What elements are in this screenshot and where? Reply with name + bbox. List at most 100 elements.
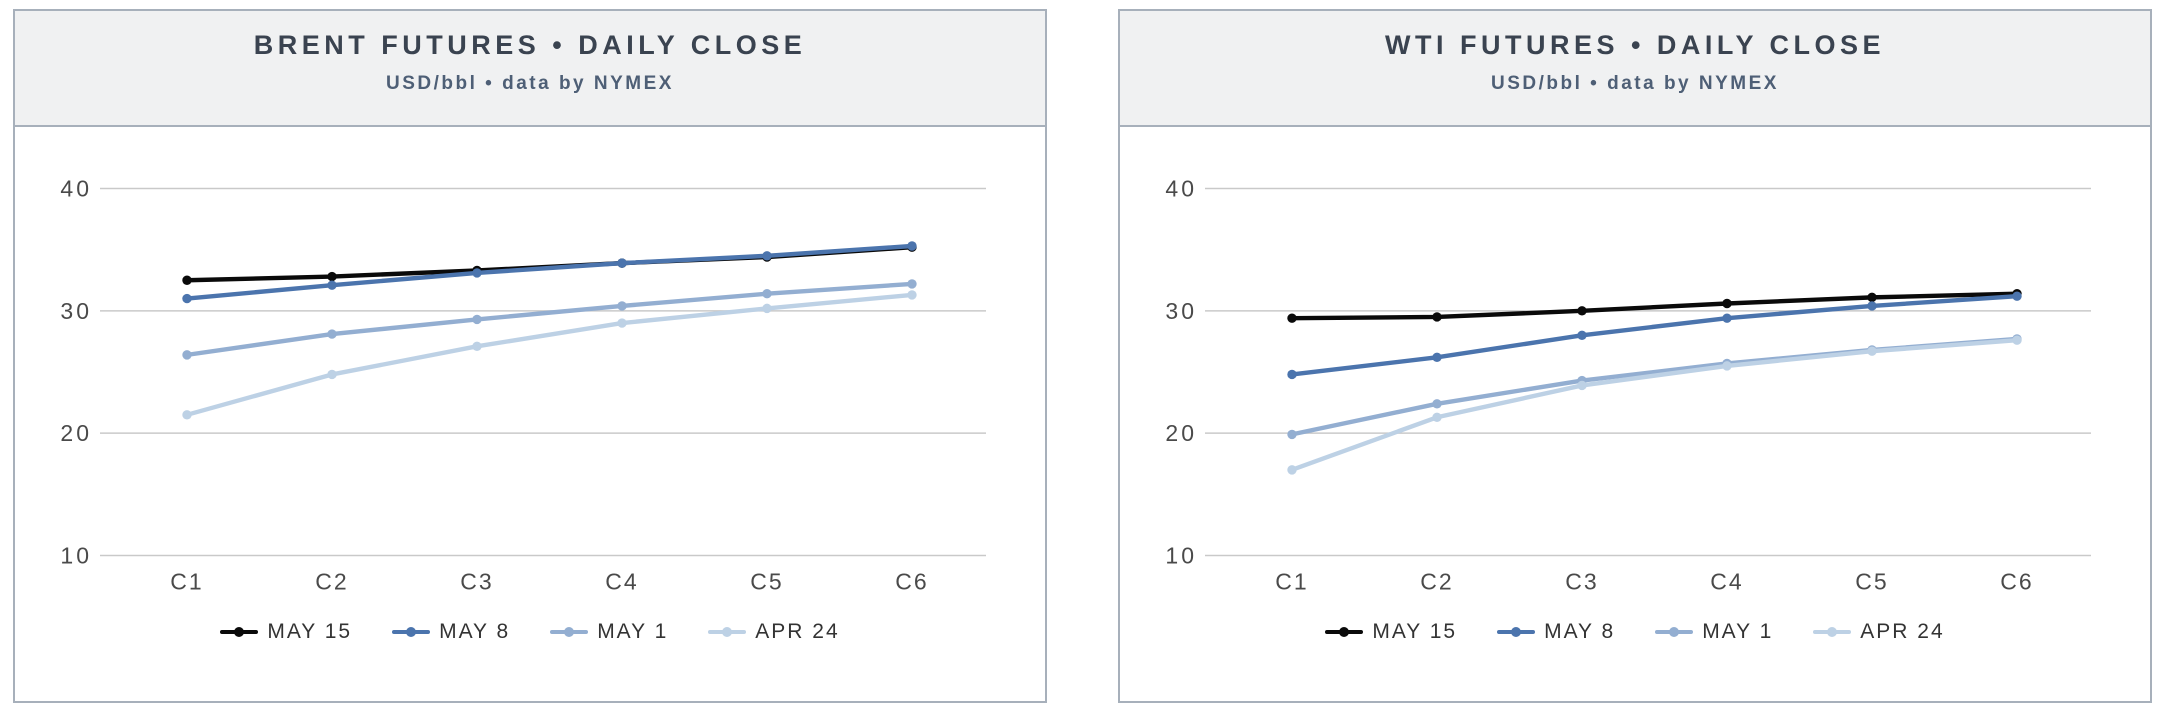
data-point-may-8-c5 — [762, 251, 772, 261]
data-point-may-8-c2 — [1432, 352, 1442, 363]
legend-label: MAY 8 — [439, 620, 511, 643]
data-point-may-15-c1 — [1287, 313, 1297, 323]
data-point-apr-24-c3 — [472, 341, 482, 352]
plot-area: 40 30 20 10 C1 C2 C3 C4 C5 C6 MAY 15 MAY 8 MAY 1 APR… — [1120, 127, 2150, 701]
data-point-may-15-c5 — [1867, 292, 1877, 303]
wti-chart-panel: WTI FUTURES • DAILY CLOSE USD/bbl • data… — [1118, 9, 2152, 703]
legend-label: MAY 8 — [1544, 620, 1616, 643]
series-line-may-1 — [1289, 336, 2020, 437]
legend-item-apr-24: APR 24 — [708, 620, 839, 644]
data-point-may-15-c1 — [182, 275, 192, 285]
series-line-apr-24 — [184, 292, 915, 418]
data-point-apr-24-c4 — [617, 318, 627, 328]
legend-item-may-15: MAY 15 — [1325, 620, 1457, 644]
data-point-may-8-c4 — [617, 258, 627, 268]
chart-header: BRENT FUTURES • DAILY CLOSE USD/bbl • da… — [15, 11, 1045, 127]
series-line-may-1 — [184, 281, 915, 358]
x-tick-label: C5 — [1855, 568, 1888, 594]
data-point-apr-24-c2 — [1432, 412, 1442, 422]
x-tick-label: C5 — [750, 568, 783, 594]
data-point-may-1-c6 — [907, 279, 917, 289]
plot-area: 40 30 20 10 C1 C2 C3 C4 C5 C6 MAY 15 MAY 8 MAY 1 APR… — [15, 127, 1045, 701]
chart-subtitle: USD/bbl • data by NYMEX — [1491, 73, 1779, 94]
data-point-may-8-c2 — [327, 280, 337, 290]
data-point-apr-24-c1 — [1287, 465, 1297, 475]
y-tick-label: 20 — [1165, 420, 1197, 446]
data-point-may-15-c3 — [1577, 306, 1587, 316]
data-point-may-15-c2 — [1432, 312, 1442, 322]
y-tick-label: 30 — [1165, 298, 1197, 324]
y-tick-label: 30 — [60, 298, 92, 324]
data-point-may-8-c5 — [1867, 301, 1877, 311]
legend-swatch-icon — [550, 627, 589, 638]
legend-label: MAY 1 — [1702, 620, 1774, 643]
data-point-apr-24-c3 — [1577, 380, 1587, 391]
x-tick-label: C4 — [1710, 568, 1743, 594]
data-point-may-8-c1 — [1287, 369, 1297, 380]
legend-label: APR 24 — [755, 620, 840, 643]
data-point-may-1-c2 — [327, 329, 337, 339]
legend-swatch-icon — [1497, 627, 1536, 638]
y-tick-label: 40 — [1165, 176, 1197, 202]
legend-item-may-1: MAY 1 — [1655, 620, 1773, 644]
data-point-may-1-c4 — [617, 301, 627, 311]
x-tick-label: C2 — [315, 568, 348, 594]
legend-swatch-icon — [220, 627, 259, 638]
chart-legend: MAY 15 MAY 8 MAY 1 APR 24 — [15, 619, 1045, 645]
data-point-apr-24-c4 — [1722, 361, 1732, 371]
legend-item-may-8: MAY 8 — [1497, 620, 1615, 644]
data-point-may-1-c5 — [762, 289, 772, 299]
series-line-apr-24 — [1289, 337, 2020, 473]
chart-title: BRENT FUTURES • DAILY CLOSE — [253, 30, 807, 60]
series-line-may-8 — [184, 243, 915, 301]
data-point-may-8-c6 — [907, 241, 917, 251]
x-tick-label: C3 — [460, 568, 493, 594]
data-point-may-8-c3 — [472, 268, 482, 278]
data-point-may-1-c3 — [472, 314, 482, 325]
data-point-apr-24-c6 — [2012, 335, 2022, 345]
line-chart: 40 30 20 10 C1 C2 C3 C4 C5 C6 — [1165, 176, 2091, 594]
legend-swatch-icon — [1813, 627, 1852, 638]
legend-item-may-1: MAY 1 — [550, 620, 668, 644]
chart-header: WTI FUTURES • DAILY CLOSE USD/bbl • data… — [1120, 11, 2150, 127]
x-tick-label: C3 — [1565, 568, 1598, 594]
legend-item-may-15: MAY 15 — [220, 620, 352, 644]
line-chart: 40 30 20 10 C1 C2 C3 C4 C5 C6 — [60, 176, 986, 594]
data-point-may-1-c1 — [182, 350, 192, 360]
legend-label: MAY 15 — [267, 620, 353, 643]
data-point-may-8-c6 — [2012, 291, 2022, 301]
y-tick-label: 20 — [60, 420, 92, 446]
data-point-may-1-c2 — [1432, 399, 1442, 409]
data-point-may-8-c3 — [1577, 330, 1587, 340]
data-point-may-8-c4 — [1722, 313, 1732, 323]
chart-title: WTI FUTURES • DAILY CLOSE — [1385, 30, 1885, 60]
legend-swatch-icon — [708, 627, 747, 638]
brent-chart-panel: BRENT FUTURES • DAILY CLOSE USD/bbl • da… — [13, 9, 1047, 703]
legend-swatch-icon — [1655, 627, 1694, 638]
legend-swatch-icon — [1325, 627, 1364, 638]
y-tick-label: 10 — [60, 542, 92, 568]
legend-label: APR 24 — [1860, 620, 1945, 643]
y-tick-label: 40 — [60, 176, 92, 202]
series-line-may-15 — [1289, 291, 2020, 321]
legend-item-may-8: MAY 8 — [392, 620, 510, 644]
legend-swatch-icon — [392, 627, 431, 638]
data-point-apr-24-c2 — [327, 369, 337, 380]
data-point-may-15-c4 — [1722, 298, 1732, 309]
x-tick-label: C6 — [895, 568, 928, 594]
legend-label: MAY 15 — [1372, 620, 1458, 643]
chart-legend: MAY 15 MAY 8 MAY 1 APR 24 — [1120, 619, 2150, 645]
data-point-apr-24-c5 — [1867, 346, 1877, 356]
series-line-may-8 — [1289, 293, 2020, 377]
data-point-may-8-c1 — [182, 293, 192, 304]
x-tick-label: C1 — [1275, 568, 1308, 594]
legend-item-apr-24: APR 24 — [1813, 620, 1944, 644]
x-tick-label: C4 — [605, 568, 638, 594]
data-point-apr-24-c5 — [762, 303, 772, 314]
legend-label: MAY 1 — [597, 620, 669, 643]
x-tick-label: C1 — [170, 568, 203, 594]
data-point-apr-24-c1 — [182, 410, 192, 420]
data-point-may-1-c1 — [1287, 429, 1297, 440]
x-tick-label: C2 — [1420, 568, 1453, 594]
